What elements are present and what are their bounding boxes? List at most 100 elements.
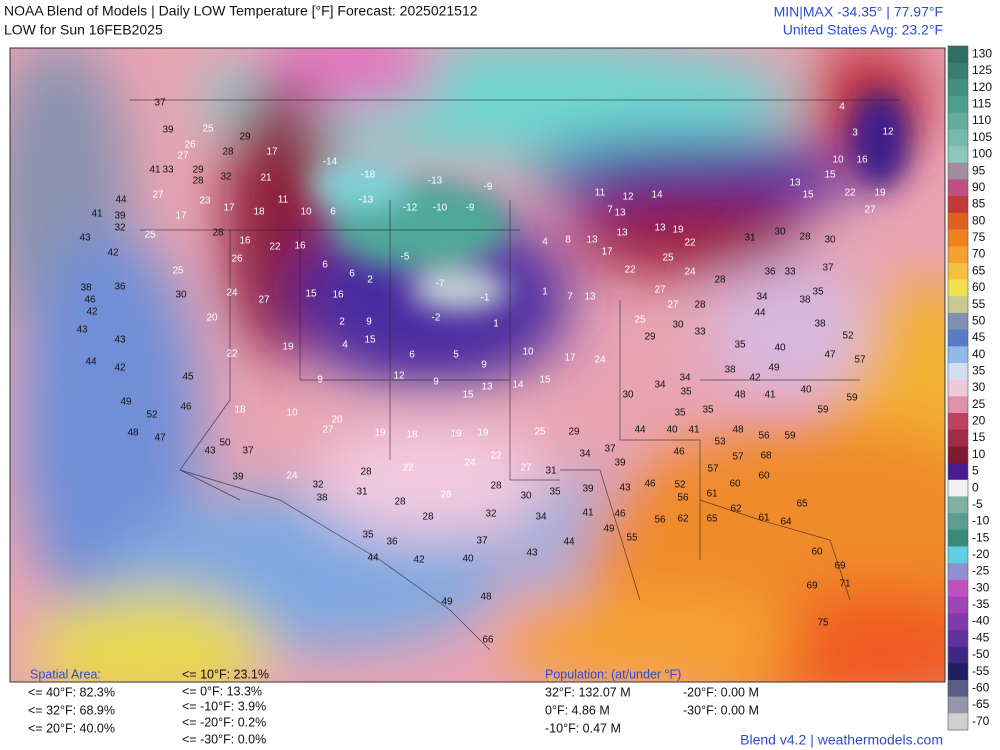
station-label: 44	[115, 195, 127, 206]
colorbar-swatch	[948, 346, 968, 364]
station-label: 35	[812, 287, 824, 298]
station-label: 30	[520, 491, 532, 502]
station-label: 47	[824, 350, 836, 361]
colorbar-swatch	[948, 279, 968, 297]
colorbar-label: -15	[972, 530, 990, 544]
station-label: 44	[85, 357, 97, 368]
station-label: 9	[481, 360, 487, 371]
station-label: 44	[754, 308, 766, 319]
station-label: 24	[226, 288, 238, 299]
station-label: 18	[253, 207, 265, 218]
colorbar-label: -40	[972, 614, 990, 628]
station-label: 53	[714, 437, 726, 448]
station-label: 21	[260, 173, 272, 184]
station-label: 41	[149, 165, 161, 176]
station-label: 20	[206, 313, 218, 324]
colorbar-swatch	[948, 479, 968, 497]
station-label: 60	[729, 479, 741, 490]
average: United States Avg: 23.2°F	[783, 22, 943, 38]
map-frame	[9, 47, 946, 683]
station-label: 22	[490, 451, 502, 462]
colorbar-swatch	[948, 646, 968, 664]
colorbar-label: -35	[972, 597, 990, 611]
station-label: 47	[154, 433, 166, 444]
station-label: 64	[780, 517, 792, 528]
station-label: 57	[854, 355, 866, 366]
spatial-stat: <= -30°F: 0.0%	[182, 732, 266, 746]
station-label: 42	[749, 373, 761, 384]
station-label: 16	[294, 241, 306, 252]
colorbar-swatch	[948, 312, 968, 331]
station-label: 71	[839, 579, 851, 590]
station-label: 69	[806, 581, 818, 592]
station-label: 35	[680, 387, 692, 398]
station-label: -13	[428, 176, 443, 187]
station-label: 27	[520, 463, 532, 474]
population-stat: 32°F: 132.07 M	[545, 685, 631, 699]
station-label: 46	[180, 402, 192, 413]
station-label: 59	[817, 405, 829, 416]
station-label: 13	[789, 178, 801, 189]
station-label: 28	[212, 228, 224, 239]
station-label: 29	[192, 165, 204, 176]
colorbar-swatch	[948, 179, 968, 197]
station-label: 39	[114, 211, 126, 222]
spatial-stat: <= 20°F: 40.0%	[28, 721, 115, 735]
station-label: 29	[644, 332, 656, 343]
colorbar-label: 20	[972, 414, 986, 428]
station-label: -2	[432, 313, 441, 324]
station-label: 35	[362, 530, 374, 541]
colorbar-swatch	[948, 446, 968, 464]
station-label: 28	[394, 497, 406, 508]
station-label: 37	[154, 98, 166, 109]
station-label: 22	[226, 349, 238, 360]
station-label: 56	[758, 431, 770, 442]
spatial-stat: <= -10°F: 3.9%	[182, 699, 266, 713]
colorbar-label: 70	[972, 247, 986, 261]
colorbar-label: 60	[972, 280, 986, 294]
station-label: 32	[485, 509, 497, 520]
station-label: 41	[688, 425, 700, 436]
station-label: 37	[242, 446, 254, 457]
population-stat: 0°F: 4.86 M	[545, 703, 610, 717]
station-label: 13	[654, 223, 666, 234]
station-label: 9	[366, 317, 372, 328]
station-label: 28	[222, 147, 234, 158]
colorbar-label: 25	[972, 397, 986, 411]
station-label: 46	[614, 509, 626, 520]
colorbar-swatch	[948, 146, 968, 164]
colorbar-label: 125	[972, 63, 992, 77]
station-label: 48	[480, 592, 492, 603]
station-label: 39	[232, 472, 244, 483]
colorbar-swatch	[948, 329, 968, 347]
colorbar-label: -65	[972, 697, 990, 711]
station-label: 22	[402, 463, 414, 474]
station-label: 38	[799, 295, 811, 306]
colorbar-swatch	[948, 563, 968, 581]
station-label: 60	[758, 471, 770, 482]
station-label: 30	[175, 290, 187, 301]
population-stat: -30°F: 0.00 M	[683, 703, 759, 717]
station-label: 9	[317, 375, 323, 386]
colorbar-label: 95	[972, 163, 986, 177]
station-label: 17	[601, 247, 613, 258]
station-label: 32	[220, 172, 232, 183]
colorbar-label: -10	[972, 514, 990, 528]
station-label: 22	[844, 188, 856, 199]
colorbar-label: 90	[972, 180, 986, 194]
station-label: -18	[361, 170, 376, 181]
station-label: 30	[774, 227, 786, 238]
station-label: 65	[706, 514, 718, 525]
station-label: 48	[127, 428, 139, 439]
station-label: 6	[322, 260, 328, 271]
station-label: 42	[114, 363, 126, 374]
colorbar-swatch	[948, 162, 968, 180]
station-label: 60	[811, 547, 823, 558]
station-label: 34	[579, 449, 591, 460]
colorbar-label: -5	[972, 497, 983, 511]
station-label: 17	[175, 211, 187, 222]
station-label: 55	[626, 533, 638, 544]
spatial-area-title: Spatial Area:	[30, 667, 101, 681]
station-label: 57	[732, 452, 744, 463]
station-label: -10	[433, 203, 448, 214]
